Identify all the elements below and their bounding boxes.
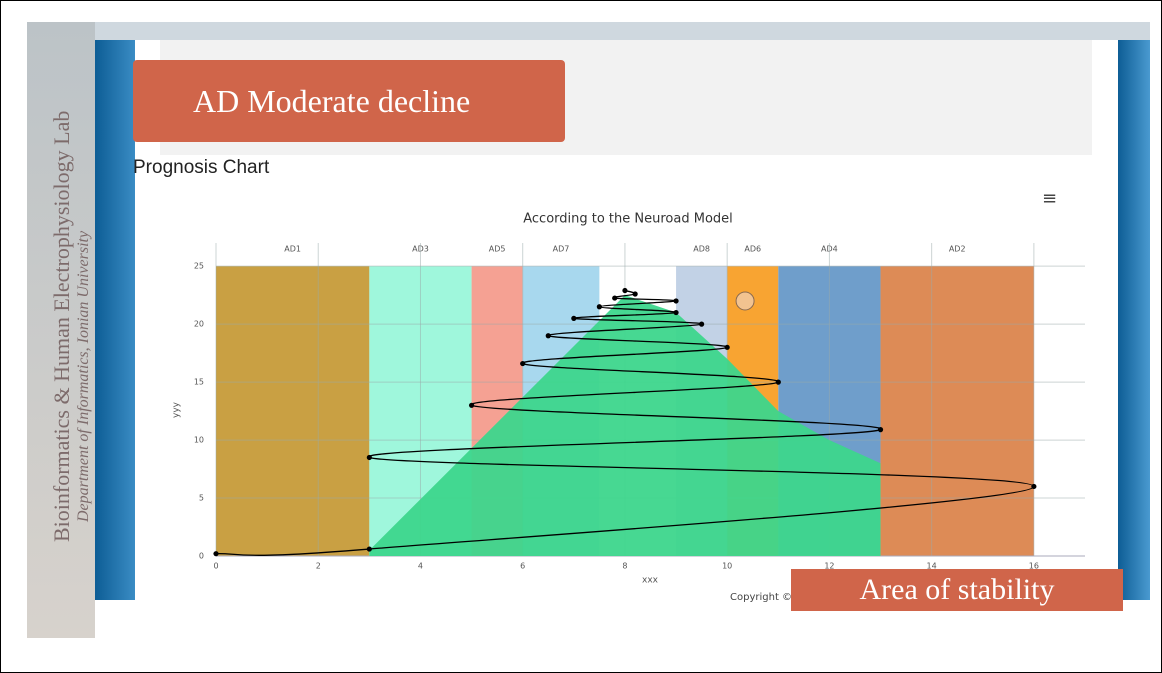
x-tick-label: 4 xyxy=(418,562,423,571)
point xyxy=(367,546,372,551)
y-tick-label: 10 xyxy=(194,436,204,445)
point xyxy=(520,361,525,366)
page: Bioinformatics & Human Electrophysiology… xyxy=(0,0,1162,673)
chart: According to the Neuroad Model xxx yyy A… xyxy=(0,0,1162,673)
chart-title: According to the Neuroad Model xyxy=(523,212,733,227)
point xyxy=(546,333,551,338)
point xyxy=(776,380,781,385)
point xyxy=(612,295,617,300)
point xyxy=(673,310,678,315)
y-tick-label: 25 xyxy=(194,262,204,271)
point xyxy=(673,298,678,303)
y-tick-label: 20 xyxy=(194,320,204,329)
stage-band xyxy=(216,266,369,556)
point xyxy=(878,427,883,432)
point xyxy=(597,304,602,309)
y-tick-label: 15 xyxy=(194,378,204,387)
point xyxy=(633,291,638,296)
x-tick-label: 16 xyxy=(1029,562,1039,571)
y-tick-label: 5 xyxy=(199,494,204,503)
point xyxy=(622,288,627,293)
band-label: AD5 xyxy=(489,245,506,254)
x-tick-label: 6 xyxy=(520,562,525,571)
band-label: AD8 xyxy=(693,245,710,254)
band-label: AD6 xyxy=(744,245,761,254)
band-label: AD7 xyxy=(553,245,570,254)
point xyxy=(213,551,218,556)
stage-band xyxy=(881,266,1034,556)
point xyxy=(1031,484,1036,489)
x-tick-label: 12 xyxy=(824,562,834,571)
band-label: AD2 xyxy=(949,245,966,254)
band-label: AD1 xyxy=(284,245,301,254)
point xyxy=(367,455,372,460)
x-tick-label: 10 xyxy=(722,562,732,571)
x-tick-label: 0 xyxy=(213,562,218,571)
x-axis-label: xxx xyxy=(642,576,659,586)
x-tick-label: 14 xyxy=(927,562,937,571)
point xyxy=(699,322,704,327)
current-marker xyxy=(736,292,754,310)
x-tick-label: 2 xyxy=(316,562,321,571)
point xyxy=(469,403,474,408)
point xyxy=(571,316,576,321)
y-axis-label: yyy xyxy=(172,401,182,418)
x-tick-label: 8 xyxy=(622,562,627,571)
y-tick-label: 0 xyxy=(199,552,204,561)
point xyxy=(725,345,730,350)
